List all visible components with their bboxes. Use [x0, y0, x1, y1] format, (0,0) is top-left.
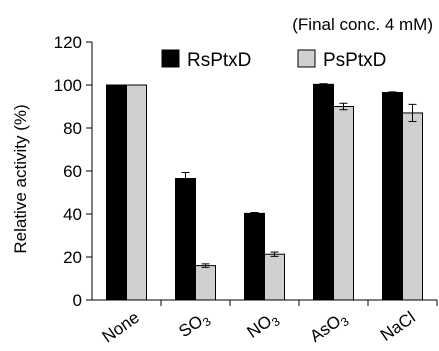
legend-swatch-rsptxd	[161, 49, 180, 68]
y-tick-label: 100	[54, 76, 82, 95]
bar-rsptxd-no3	[244, 212, 265, 301]
x-tick-label: AsO3	[306, 308, 351, 349]
bar-psptxd-no3	[264, 253, 285, 301]
y-tick-label: 80	[63, 119, 82, 138]
legend: RsPtxD PsPtxD	[161, 49, 386, 71]
legend-swatch-psptxd	[297, 49, 316, 68]
plot-area: 0 20 40 60 80 100 120 None SO3 NO3 AsO3 NaCl	[54, 33, 438, 349]
x-tick-label: None	[99, 308, 143, 347]
bar-psptxd-none	[126, 84, 147, 301]
y-tick-label: 0	[73, 291, 82, 310]
legend-label-rsptxd: RsPtxD	[187, 50, 251, 71]
x-tick-label: SO3	[175, 308, 213, 344]
y-tick-label: 60	[63, 162, 82, 181]
bar-rsptxd-none	[106, 84, 127, 301]
chart-note: (Final conc. 4 mM)	[292, 15, 433, 34]
legend-label-psptxd: PsPtxD	[323, 50, 386, 71]
x-tick-label: NO3	[244, 308, 283, 345]
y-tick-label: 40	[63, 205, 82, 224]
bar-psptxd-nacl	[402, 112, 423, 301]
y-tick-label: 20	[63, 248, 82, 267]
y-axis-label: Relative activity (%)	[11, 104, 30, 253]
bar-rsptxd-aso3	[313, 83, 334, 301]
y-tick-label: 120	[54, 33, 82, 52]
bar-rsptxd-nacl	[382, 92, 403, 301]
x-tick-label: NaCl	[377, 308, 419, 345]
bar-psptxd-so3	[195, 265, 216, 301]
bar-psptxd-aso3	[333, 106, 354, 301]
bar-rsptxd-so3	[175, 178, 196, 301]
